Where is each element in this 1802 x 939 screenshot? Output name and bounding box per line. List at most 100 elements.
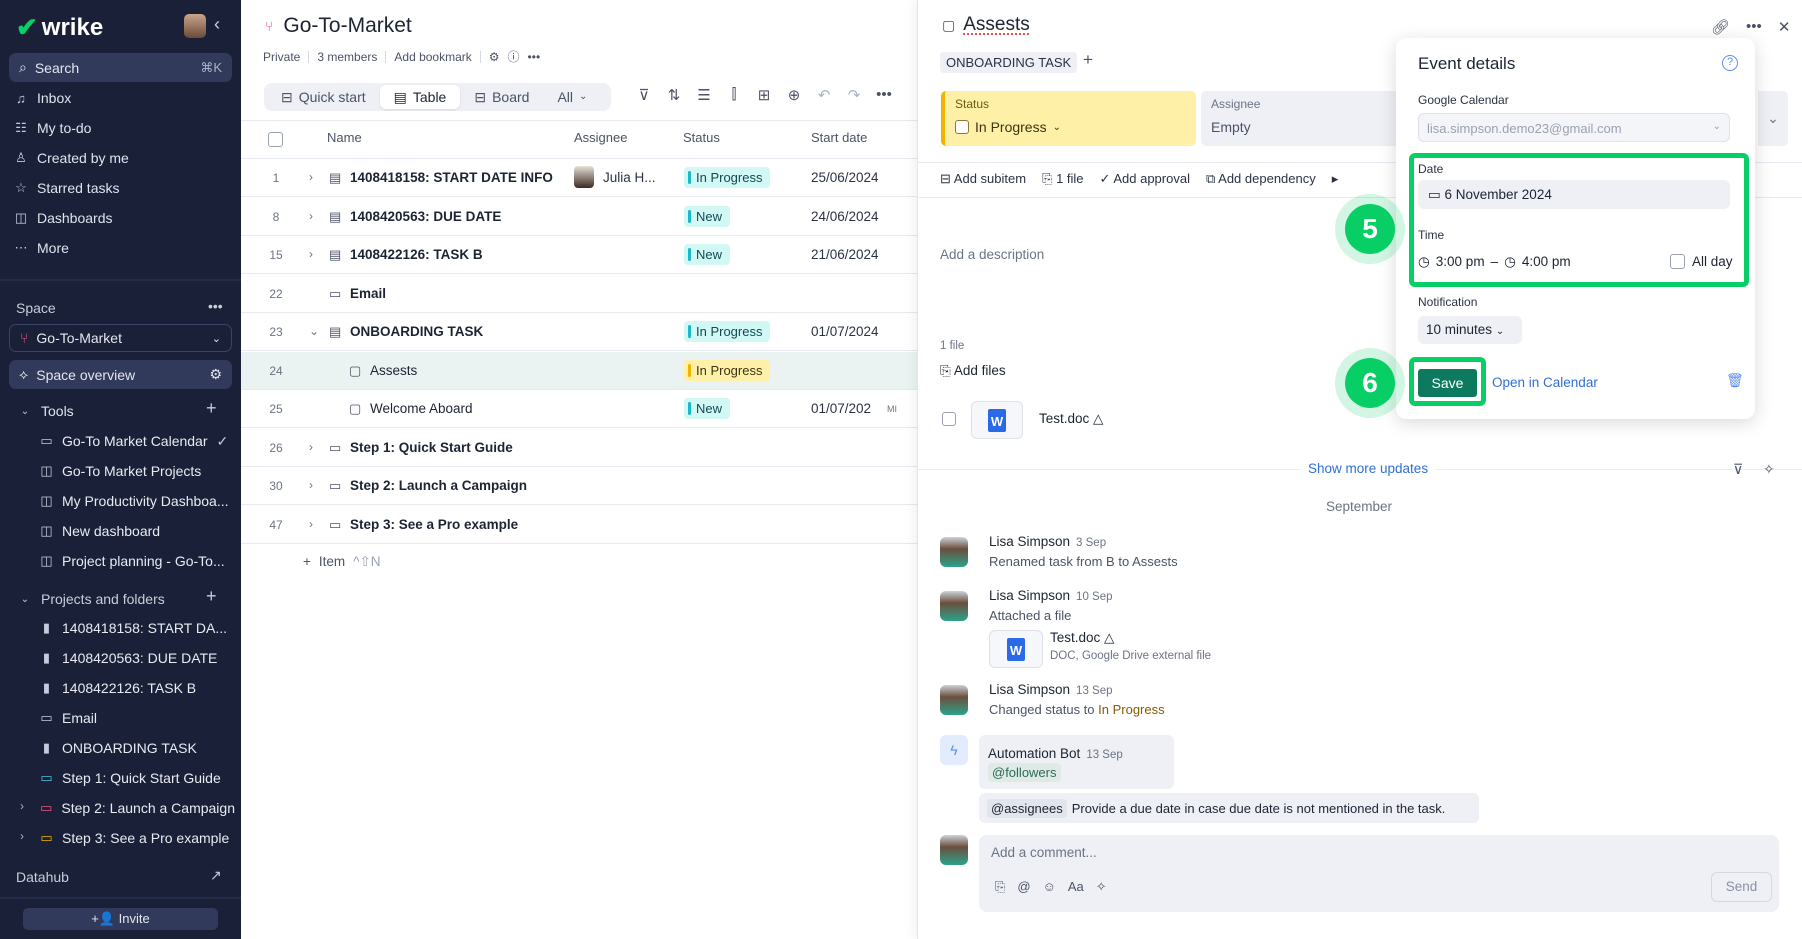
file-thumbnail[interactable]: W: [989, 630, 1043, 668]
sidebar-item-my-to-do[interactable]: ☷ My to-do: [15, 120, 92, 136]
column-header-assignee[interactable]: Assignee: [574, 130, 628, 145]
row-name[interactable]: 1408422126: TASK B: [350, 247, 483, 262]
row-name[interactable]: Step 1: Quick Start Guide: [350, 439, 513, 455]
start-date[interactable]: 21/06/2024: [811, 247, 879, 262]
column-header-name[interactable]: Name: [327, 130, 362, 145]
undo-icon[interactable]: ↶: [817, 87, 831, 104]
chevron-right-icon[interactable]: ›: [20, 799, 24, 813]
expand-chevron-icon[interactable]: ›: [309, 247, 313, 261]
chevron-right-icon[interactable]: ›: [20, 829, 24, 843]
row-name[interactable]: Email: [350, 285, 387, 301]
more-icon[interactable]: •••: [1746, 18, 1762, 35]
notification-select[interactable]: 10 minutes ⌄: [1418, 316, 1522, 344]
mention-assignees[interactable]: @assignees: [987, 798, 1067, 818]
more-icon[interactable]: •••: [876, 86, 892, 103]
invite-button[interactable]: +👤 Invite: [23, 908, 218, 930]
open-in-calendar-link[interactable]: Open in Calendar: [1492, 375, 1598, 390]
table-row[interactable]: 25 ▢ Welcome Aboard New 01/07/202 MI: [241, 390, 917, 428]
sidebar-project-item[interactable]: ▭ Step 1: Quick Start Guide: [40, 770, 221, 786]
end-time[interactable]: 4:00 pm: [1521, 254, 1571, 269]
tab-quick-start[interactable]: ⊟ Quick start: [267, 85, 380, 109]
status-field[interactable]: Status In Progress ⌄: [941, 91, 1196, 146]
table-row[interactable]: 8 › ▤ 1408420563: DUE DATE New 24/06/202…: [241, 198, 917, 236]
status-badge[interactable]: New: [684, 244, 731, 265]
space-selector[interactable]: ⑂ Go-To-Market ⌄: [9, 324, 232, 352]
redo-icon[interactable]: ↷: [847, 87, 861, 104]
row-name[interactable]: Welcome Aboard: [370, 401, 473, 416]
mention-icon[interactable]: @: [1017, 879, 1031, 894]
start-date[interactable]: 24/06/2024: [811, 208, 879, 224]
expand-chevron-icon[interactable]: ›: [309, 516, 313, 531]
user-avatar[interactable]: [184, 14, 206, 38]
status-badge[interactable]: New: [684, 205, 731, 227]
gear-icon[interactable]: ⚙: [209, 366, 222, 382]
add-files-button[interactable]: ⎘ Add files: [940, 363, 1006, 378]
start-time[interactable]: 3:00 pm: [1435, 254, 1485, 269]
all-day-checkbox[interactable]: [1670, 254, 1685, 269]
columns-icon[interactable]: ⫿: [731, 86, 737, 103]
space-more-icon[interactable]: •••: [208, 298, 223, 314]
row-name[interactable]: Step 2: Launch a Campaign: [350, 478, 528, 493]
tools-section-toggle[interactable]: ⌄ Tools: [18, 400, 74, 422]
table-row[interactable]: 15 › ▤ 1408422126: TASK B New 21/06/2024: [241, 236, 917, 274]
space-overview[interactable]: ⟡ Space overview ⚙: [9, 360, 232, 389]
gear-icon[interactable]: ⚙: [488, 49, 500, 64]
parent-tag[interactable]: ONBOARDING TASK: [940, 52, 1078, 73]
sidebar-project-item[interactable]: ▭ Email: [40, 710, 98, 726]
start-date[interactable]: 01/07/2024: [811, 324, 879, 339]
collapse-sidebar-icon[interactable]: ‹: [214, 14, 220, 34]
row-name[interactable]: Step 3: See a Pro example: [350, 516, 519, 532]
add-item-button[interactable]: + Item ^⇧N: [303, 554, 381, 569]
sidebar-item-more[interactable]: ⋯ More: [14, 240, 69, 256]
sidebar-item-created-by-me[interactable]: ♙ Created by me: [15, 150, 129, 166]
add-bookmark-link[interactable]: Add bookmark: [394, 49, 472, 64]
sidebar-item-dashboards[interactable]: ◫ Dashboards: [14, 210, 113, 226]
status-badge[interactable]: In Progress: [684, 321, 771, 342]
table-row[interactable]: 24 ▢ Assests In Progress: [241, 351, 917, 390]
files-button[interactable]: ⎘ 1 file: [1042, 171, 1084, 186]
link-icon[interactable]: 🔗︎: [1711, 19, 1731, 36]
assignee-name[interactable]: Julia H...: [603, 170, 656, 185]
sidebar-project-item[interactable]: ▮ 1408420563: DUE DATE: [40, 647, 235, 669]
text-format-icon[interactable]: Aa: [1067, 879, 1084, 894]
all-day-toggle[interactable]: All day: [1670, 254, 1733, 269]
table-row[interactable]: 23 ⌄ ▤ ONBOARDING TASK In Progress 01/07…: [241, 313, 917, 351]
tab-board[interactable]: ⊟ Board: [460, 85, 543, 109]
column-header-status[interactable]: Status: [683, 130, 720, 145]
status-badge[interactable]: In Progress: [684, 167, 771, 188]
help-icon[interactable]: ?: [1722, 55, 1738, 71]
filter-icon[interactable]: ⊽: [1733, 461, 1744, 477]
sidebar-tool-item[interactable]: ◫ Project planning - Go-To...: [40, 553, 225, 569]
expand-chevron-icon[interactable]: ⌄: [309, 324, 320, 338]
trash-icon[interactable]: 🗑︎: [1726, 372, 1744, 388]
sidebar-item-inbox[interactable]: ♫ Inbox: [14, 87, 71, 109]
calendar-select[interactable]: lisa.simpson.demo23@gmail.com ⌄: [1418, 113, 1730, 142]
datahub-link[interactable]: Datahub: [16, 869, 69, 885]
start-date[interactable]: 01/07/202: [811, 401, 872, 416]
sort-icon[interactable]: ⇅: [667, 87, 681, 104]
status-checkbox[interactable]: [955, 120, 969, 134]
sidebar-tool-item[interactable]: ◫ Go-To Market Projects: [40, 463, 202, 479]
expand-chevron-icon[interactable]: ›: [309, 439, 313, 454]
save-button[interactable]: Save: [1416, 367, 1479, 399]
sidebar-tool-item[interactable]: ◫ New dashboard: [40, 523, 161, 539]
row-name[interactable]: Assests: [370, 362, 418, 378]
globe-icon[interactable]: ⊕: [787, 87, 801, 104]
sidebar-project-item[interactable]: ▭ Step 2: Launch a Campaign: [40, 800, 235, 816]
table-row[interactable]: 47 › ▭ Step 3: See a Pro example: [241, 506, 917, 544]
description-input[interactable]: Add a description: [940, 247, 1045, 262]
sidebar-project-item[interactable]: ▮ ONBOARDING TASK: [40, 737, 235, 759]
close-icon[interactable]: ✕: [1777, 19, 1791, 36]
comment-input[interactable]: Add a comment...: [991, 845, 1097, 860]
send-button[interactable]: Send: [1711, 872, 1772, 902]
file-thumbnail[interactable]: W: [971, 401, 1023, 439]
ai-sparkle-icon[interactable]: ✧: [1095, 879, 1107, 894]
wrike-logo[interactable]: ✔ wrike: [16, 12, 104, 42]
add-approval-button[interactable]: ✓ Add approval: [1099, 171, 1190, 186]
sidebar-tool-item[interactable]: ▭ Go-To Market Calendar ✓: [40, 432, 229, 450]
projects-section-toggle[interactable]: ⌄ Projects and folders: [18, 588, 165, 610]
emoji-icon[interactable]: ☺: [1042, 879, 1056, 894]
more-icon[interactable]: •••: [527, 49, 541, 64]
hierarchy-icon[interactable]: ⊞: [757, 87, 771, 104]
expand-chevron-icon[interactable]: ›: [309, 478, 313, 492]
